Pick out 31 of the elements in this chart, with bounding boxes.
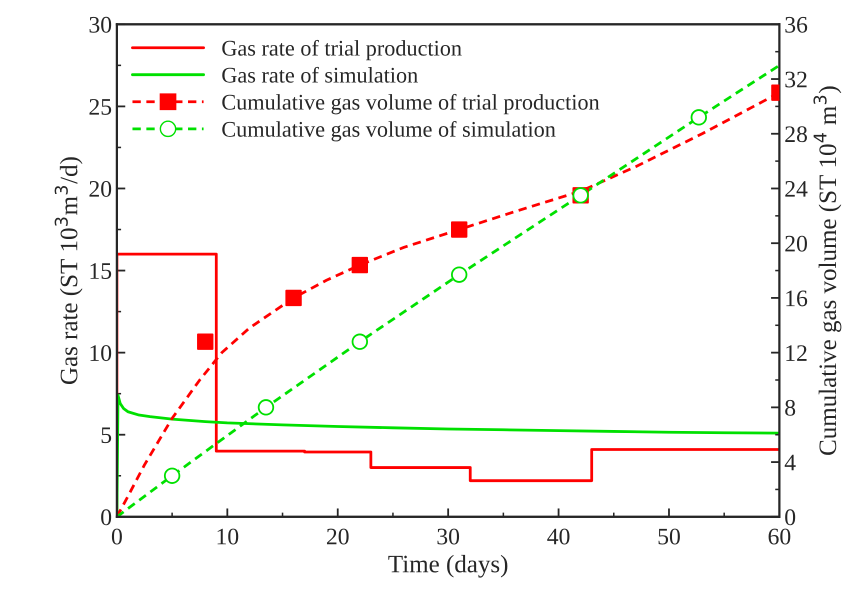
y2-tick-label: 24 [785,181,808,197]
y2-axis-title: Cumulative gas volume (ST 10$^{4}$ m$^{3}$) [813,86,842,455]
legend-label: Cumulative gas volume of simulation [222,120,556,142]
legend-label: Cumulative gas volume of trial production [222,94,600,114]
y2-tick-label: 28 [785,126,807,142]
y2-tick-label: 12 [786,345,807,361]
y2-tick-label: 16 [786,290,808,306]
x-tick-label: 30 [437,528,460,545]
y-tick-label: 0 [101,509,112,526]
legend-label: Gas rate of trial production [222,40,462,60]
x-tick-label: 60 [768,528,790,545]
y-tick-label: 10 [90,345,112,362]
x-tick-label: 50 [658,528,680,545]
x-tick-label: 40 [547,528,570,545]
y2-tick-label: 36 [785,16,808,33]
x-tick-label: 10 [218,528,238,545]
x-tick-label: 20 [326,528,349,545]
y2-tick-label: 4 [784,454,796,470]
y-tick-label: 20 [89,180,112,197]
y2-tick-label: 20 [785,236,807,252]
y2-tick-label: 32 [785,72,807,88]
y-axis-title: Gas rate (ST 10$^{3}$m$^{3}$/d) [54,157,83,384]
y-tick-label: 25 [89,98,112,115]
x-axis-title: Time (days) [388,554,508,578]
y2-tick-label: 8 [785,400,796,416]
y-tick-label: 30 [90,16,112,33]
y2-tick-label: 0 [785,509,796,526]
x-tick-label: 0 [112,528,122,545]
y-tick-label: 15 [90,263,112,279]
legend-label: Gas rate of simulation [222,66,418,83]
y-tick-label: 5 [102,427,112,444]
